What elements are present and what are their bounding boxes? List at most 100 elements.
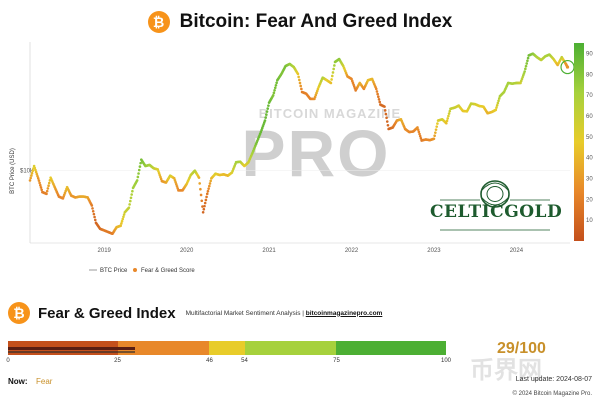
chart-legend: BTC Price Fear & Greed Score <box>89 268 195 274</box>
celticgold-logo-text: CELTICGOLD <box>430 202 563 222</box>
data-point <box>434 131 437 134</box>
bitcoin-logo-icon: ₿ <box>8 302 30 324</box>
data-point <box>127 206 131 209</box>
y-axis-label: BTC Price (USD) <box>10 148 16 194</box>
data-point <box>45 192 48 196</box>
data-point <box>130 193 133 196</box>
data-point <box>121 217 125 221</box>
data-point <box>445 121 448 125</box>
data-point <box>38 181 41 185</box>
data-point <box>34 168 37 172</box>
data-point <box>120 222 123 225</box>
x-tick-2023: 2023 <box>427 248 441 254</box>
y-tick-label: $10k <box>20 169 34 175</box>
data-point <box>376 92 379 96</box>
data-point <box>384 112 388 116</box>
fear-greed-subtitle-text: Multifactorial Market Sentiment Analysis… <box>185 309 304 317</box>
data-point <box>92 212 96 216</box>
data-point <box>385 120 389 123</box>
gauge-needle <box>8 347 136 350</box>
data-point <box>526 56 530 60</box>
data-point <box>329 81 333 85</box>
legend-dot-score <box>133 268 137 272</box>
data-point <box>204 198 208 202</box>
data-point <box>136 175 140 179</box>
legend-fear-greed-score: Fear & Greed Score <box>141 268 195 274</box>
colorbar-ticks: 10 20 30 40 50 60 70 80 90 <box>586 51 593 224</box>
chart-svg: BITCOIN MAGAZINE PRO BTC Price (USD) $10… <box>10 42 593 274</box>
data-point <box>273 86 277 90</box>
data-point <box>122 213 126 216</box>
data-point <box>203 201 207 205</box>
data-point <box>30 171 34 175</box>
data-point <box>271 94 275 97</box>
gauge-segment-extreme-greed <box>336 341 446 355</box>
data-points <box>28 52 570 236</box>
data-point <box>208 182 212 185</box>
colorbar-tick-50: 50 <box>586 135 593 141</box>
data-point <box>435 125 439 128</box>
data-point <box>274 83 278 87</box>
data-point <box>129 199 132 203</box>
data-point <box>139 161 142 165</box>
data-point <box>418 132 421 136</box>
data-point <box>200 199 204 203</box>
data-point <box>300 87 303 91</box>
data-point <box>375 90 379 93</box>
x-tick-2024: 2024 <box>510 248 524 254</box>
gauge-tick-46: 46 <box>206 358 213 364</box>
data-point <box>497 99 500 103</box>
data-point <box>525 62 529 65</box>
colorbar-tick-30: 30 <box>586 176 593 182</box>
data-point <box>264 116 267 119</box>
data-point <box>523 70 526 73</box>
gauge-tick-0: 0 <box>6 358 10 364</box>
colorbar-tick-80: 80 <box>586 72 593 78</box>
data-point <box>495 106 498 109</box>
now-label: Now: <box>8 377 28 386</box>
data-point <box>39 186 43 189</box>
data-point <box>203 204 206 208</box>
data-point <box>272 91 276 95</box>
data-point <box>266 107 270 110</box>
x-axis-ticks: 2019 2020 2021 2022 2023 2024 <box>98 248 524 254</box>
data-point <box>205 192 209 196</box>
data-point <box>172 177 176 180</box>
gauge-segment-fear <box>117 341 210 355</box>
data-point <box>176 187 180 190</box>
gauge-tick-75: 75 <box>333 358 340 364</box>
data-point <box>433 134 436 138</box>
colorbar-tick-60: 60 <box>586 114 593 120</box>
bitcoinmagazinepro-link[interactable]: bitcoinmagazinepro.com <box>305 309 383 317</box>
data-point <box>265 113 268 116</box>
bitcoin-logo-icon: ₿ <box>147 11 170 33</box>
data-point <box>263 119 267 122</box>
data-point <box>137 168 141 172</box>
colorbar-tick-70: 70 <box>586 93 593 99</box>
data-point <box>432 137 436 141</box>
data-point <box>267 104 270 107</box>
data-point <box>47 181 51 185</box>
data-point <box>131 189 134 193</box>
last-update: Last update: 2024-08-07 <box>515 376 592 383</box>
data-point <box>330 78 333 81</box>
data-point <box>205 195 208 199</box>
colorbar-tick-20: 20 <box>586 197 593 203</box>
data-point <box>201 210 205 214</box>
data-point <box>434 128 438 131</box>
data-point <box>39 183 42 187</box>
data-point <box>47 184 50 188</box>
data-point <box>497 97 501 100</box>
data-point <box>93 218 97 222</box>
data-point <box>374 87 378 91</box>
x-tick-2021: 2021 <box>262 248 276 254</box>
chart-title-row: ₿ Bitcoin: Fear And Greed Index <box>0 8 600 36</box>
data-point <box>201 205 204 208</box>
gauge-tick-54: 54 <box>241 358 248 364</box>
data-point <box>28 179 32 182</box>
colorbar-tick-90: 90 <box>586 51 593 57</box>
gauge-segment-greed <box>244 341 337 355</box>
data-point <box>173 179 177 182</box>
data-point <box>299 84 302 88</box>
x-tick-2022: 2022 <box>345 248 359 254</box>
